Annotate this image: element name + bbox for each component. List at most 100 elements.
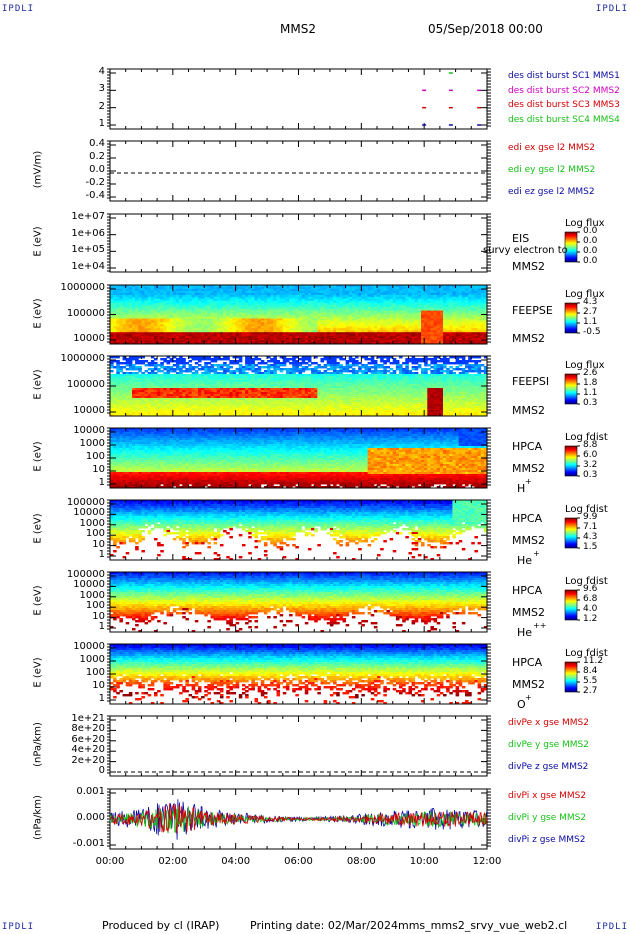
heatmap-cell <box>201 330 205 333</box>
heatmap-cell <box>191 292 196 296</box>
heatmap-cell <box>185 318 189 321</box>
heatmap-cell <box>135 414 139 417</box>
heatmap-cell <box>333 310 337 313</box>
heatmap-cell <box>175 378 180 381</box>
heatmap-cell <box>389 294 394 298</box>
heatmap-cell <box>138 408 142 411</box>
heatmap-cell <box>153 390 158 393</box>
heatmap-cell <box>197 296 202 300</box>
heatmap-cell <box>163 414 167 417</box>
heatmap-cell <box>153 294 158 298</box>
heatmap-cell <box>147 306 152 309</box>
heatmap-cell <box>144 318 149 321</box>
heatmap-cell <box>194 388 199 391</box>
heatmap-cell <box>251 322 255 325</box>
heatmap-cell <box>150 368 155 371</box>
heatmap-cell <box>207 380 211 383</box>
heatmap-cell <box>263 290 268 294</box>
heatmap-cell <box>443 296 447 300</box>
heatmap-cell <box>166 400 171 403</box>
heatmap-cell <box>207 326 211 329</box>
heatmap-cell <box>251 292 255 296</box>
heatmap-cell <box>213 392 218 395</box>
heatmap-cell <box>439 308 444 311</box>
heatmap-cell <box>197 338 202 341</box>
heatmap-cell <box>179 396 183 399</box>
heatmap-cell <box>172 304 177 308</box>
heatmap-cell <box>351 298 356 302</box>
heatmap-cell <box>229 292 233 296</box>
heatmap-cell <box>449 285 453 288</box>
heatmap-cell <box>342 338 347 341</box>
heatmap-cell <box>430 285 434 288</box>
heatmap-cell <box>361 308 365 311</box>
heatmap-cell <box>392 302 397 306</box>
heatmap-cell <box>336 286 340 290</box>
heatmap-cell <box>389 290 394 294</box>
heatmap-cell <box>166 356 171 359</box>
heatmap-cell <box>336 294 340 298</box>
heatmap-cell <box>304 292 309 296</box>
heatmap-cell <box>254 330 259 333</box>
heatmap-cell <box>323 308 328 311</box>
heatmap-cell <box>333 308 337 311</box>
heatmap-cell <box>166 290 171 294</box>
heatmap-cell <box>311 302 315 306</box>
heatmap-cell <box>194 312 199 315</box>
heatmap-cell <box>144 404 149 407</box>
heatmap-cell <box>122 290 127 294</box>
heatmap-cell <box>207 370 211 373</box>
heatmap-cell <box>395 290 400 294</box>
heatmap-cell <box>395 340 400 343</box>
heatmap-cell <box>257 310 262 313</box>
heatmap-cell <box>389 330 394 333</box>
panel-burst <box>107 68 491 130</box>
heatmap-cell <box>267 310 271 313</box>
heatmap-cell <box>421 320 425 323</box>
heatmap-cell <box>430 314 434 317</box>
heatmap-cell <box>386 296 391 300</box>
heatmap-cell <box>345 332 350 335</box>
heatmap-cell <box>414 290 419 294</box>
heatmap-cell <box>144 388 149 391</box>
heatmap-cell <box>323 292 328 296</box>
heatmap-cell <box>141 314 145 317</box>
heatmap-cell <box>125 296 130 300</box>
heatmap-cell <box>329 316 334 319</box>
heatmap-cell <box>304 320 309 323</box>
heatmap-cell <box>157 370 161 373</box>
heatmap-cell <box>157 285 161 288</box>
heatmap-cell <box>207 328 211 331</box>
heatmap-cell <box>367 310 372 313</box>
heatmap-cell <box>185 396 189 399</box>
heatmap-cell <box>191 388 196 391</box>
heatmap-cell <box>273 340 277 343</box>
heatmap-cell <box>345 292 350 296</box>
heatmap-cell <box>116 366 120 369</box>
heatmap-cell <box>147 314 152 317</box>
heatmap-cell <box>260 298 265 302</box>
heatmap-cell <box>166 314 171 317</box>
heatmap-cell <box>289 328 293 331</box>
heatmap-cell <box>166 404 171 407</box>
heatmap-cell <box>436 296 441 300</box>
heatmap-cell <box>424 292 428 296</box>
heatmap-cell <box>468 314 472 317</box>
heatmap-cell <box>257 304 262 308</box>
heatmap-cell <box>144 392 149 395</box>
heatmap-cell <box>185 338 189 341</box>
heatmap-cell <box>289 336 293 339</box>
heatmap-cell <box>248 304 252 308</box>
heatmap-cell <box>157 294 161 298</box>
heatmap-cell <box>367 300 372 304</box>
heatmap-cell <box>301 324 306 327</box>
heatmap-cell <box>213 330 218 333</box>
heatmap-cell <box>223 364 227 367</box>
heatmap-cell <box>285 318 290 321</box>
heatmap-cell <box>125 410 130 413</box>
heatmap-cell <box>417 314 422 317</box>
heatmap-cell <box>113 388 117 391</box>
heatmap-cell <box>446 328 450 331</box>
heatmap-cell <box>113 292 117 296</box>
heatmap-cell <box>138 404 142 407</box>
